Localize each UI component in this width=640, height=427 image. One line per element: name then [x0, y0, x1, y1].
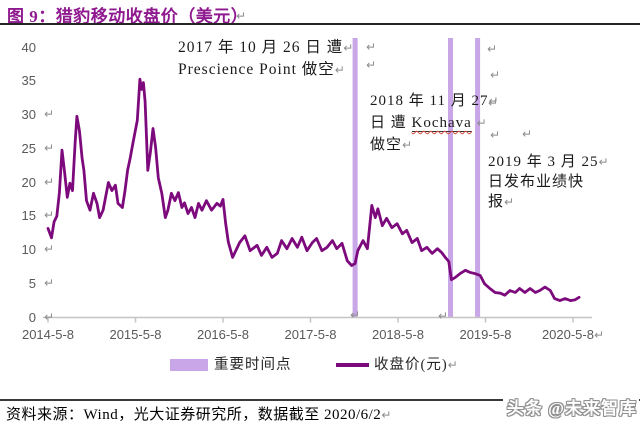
legend-line-label: 收盘价(元)↵ — [374, 357, 459, 373]
return-mark-icon: ↵ — [402, 138, 414, 152]
return-mark-icon: ↵ — [366, 58, 377, 72]
return-mark-icon: ↵ — [236, 9, 247, 23]
legend-band-label: 重要时间点 — [214, 357, 292, 373]
price-line — [46, 77, 581, 303]
title-underline — [0, 23, 640, 25]
event-band-2 — [448, 38, 453, 318]
x-tick-label: 2016-5-8 — [196, 327, 250, 342]
return-mark-icon: ↵ — [490, 68, 501, 82]
return-mark-icon: ↵ — [44, 242, 55, 256]
annotation-line: Prescience Point 做空↵ — [178, 61, 346, 78]
x-tick-label: 2019-5-8 — [459, 327, 512, 342]
return-mark-icon: ↵ — [476, 116, 488, 130]
figure-title-prefix: 图 9： — [7, 7, 56, 26]
x-tick-label: 2014-5-8 — [21, 327, 75, 342]
annotation-line: 2019 年 3 月 25↵ — [488, 154, 610, 170]
x-tick-label: 2017-5-8 — [284, 327, 337, 342]
annotation-line: 2017 年 10 月 26 日 遭↵ — [178, 39, 355, 56]
y-tick-label: 40 — [21, 39, 36, 55]
misspelled-word: Kochava — [411, 115, 472, 132]
annotation-line: 日发布业绩快 — [488, 174, 585, 190]
footer-rule — [0, 399, 640, 401]
y-tick-label: 15 — [21, 208, 36, 224]
return-mark-icon: ↵ — [44, 309, 55, 324]
figure-title: 图 9：猎豹移动收盘价（美元） — [7, 2, 248, 27]
annotation-2: 2018 年 11 月 27↵ 日 遭 Kochava ↵ 做空↵ — [370, 90, 500, 156]
annotation-line: 2018 年 11 月 27↵ — [370, 93, 500, 109]
annotation-line: 报↵ — [488, 194, 516, 210]
return-mark-icon: ↵ — [522, 127, 533, 141]
return-mark-icon: ↵ — [366, 40, 377, 54]
x-tick-label: 2018-5-8 — [371, 327, 425, 342]
return-mark-icon: ↵ — [488, 96, 499, 110]
return-mark-icon: ↵ — [343, 41, 355, 55]
return-mark-icon: ↵ — [44, 174, 55, 189]
return-mark-icon: ↵ — [598, 155, 610, 169]
return-mark-icon: ↵ — [44, 107, 55, 121]
return-mark-icon: ↵ — [381, 408, 392, 422]
return-mark-icon: ↵ — [488, 94, 500, 108]
legend-line-swatch — [336, 363, 369, 367]
y-tick-label: 20 — [21, 174, 36, 190]
y-tick-label: 30 — [21, 107, 36, 122]
y-tick-label: 25 — [21, 140, 36, 156]
return-mark-icon: ↵ — [44, 208, 55, 223]
footer-source: 资料来源：Wind，光大证券研究所，数据截至 2020/6/2↵ — [6, 407, 392, 423]
annotation-1: 2017 年 10 月 26 日 遭↵ Prescience Point 做空↵ — [178, 37, 354, 81]
annotation-line: 做空↵ — [370, 137, 414, 153]
return-mark-icon: ↵ — [334, 63, 346, 77]
y-tick-label: 10 — [21, 242, 36, 257]
annotation-line: 日 遭 Kochava ↵ — [370, 115, 488, 132]
return-mark-icon: ↵ — [487, 42, 498, 56]
x-tick-label: 2020-5-8↵ — [541, 327, 605, 342]
annotation-3: 2019 年 3 月 25↵ 日发布业绩快 报↵ — [488, 152, 610, 212]
legend-band-swatch — [170, 359, 208, 371]
return-mark-icon: ↵ — [504, 195, 516, 209]
return-mark-icon: ↵ — [44, 275, 55, 290]
y-tick-label: 5 — [28, 275, 36, 291]
return-mark-icon: ↵ — [438, 309, 449, 323]
return-mark-icon: ↵ — [350, 308, 361, 322]
watermark: 头条 @未来智库 — [502, 391, 639, 421]
return-mark-icon: ↵ — [44, 140, 55, 155]
y-tick-label: 0 — [28, 309, 36, 325]
return-mark-icon: ↵ — [447, 358, 459, 372]
return-mark-icon: ↵ — [490, 128, 501, 142]
event-band-1 — [352, 38, 358, 318]
figure-title-text: 猎豹移动收盘价（美元） — [55, 7, 249, 26]
return-mark-icon: ↵ — [593, 328, 605, 342]
y-tick-label: 35 — [21, 73, 36, 89]
event-band-3 — [475, 38, 481, 318]
x-tick-label: 2015-5-8 — [109, 327, 162, 342]
